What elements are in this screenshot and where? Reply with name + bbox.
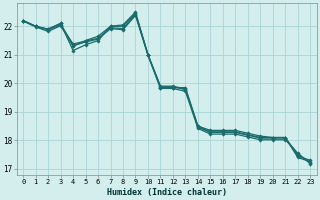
X-axis label: Humidex (Indice chaleur): Humidex (Indice chaleur) xyxy=(107,188,227,197)
